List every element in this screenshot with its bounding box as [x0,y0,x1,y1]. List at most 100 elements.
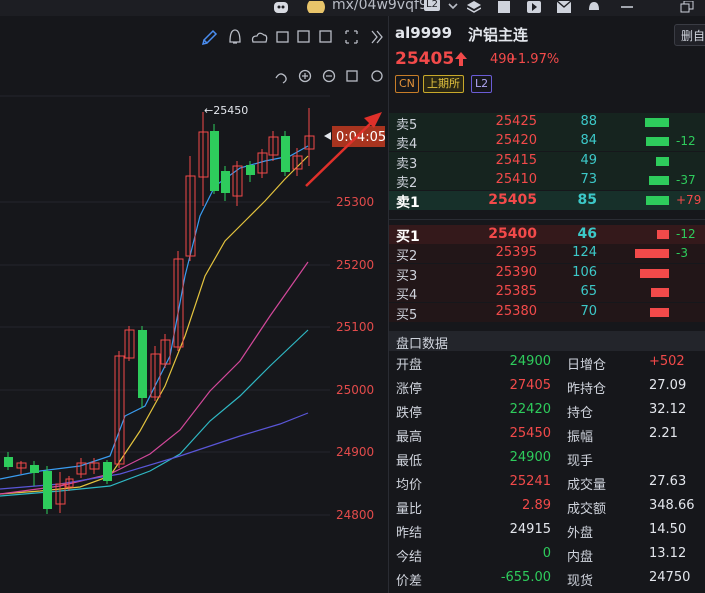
zoom-in-icon[interactable] [298,69,312,83]
level-badge: L2 [424,0,440,11]
chart-canvas[interactable]: 25300 25200 25100 25000 24900 24800 [0,16,388,593]
stat-label: 跌停 [396,406,423,421]
candle [268,136,279,156]
symbol-name: 沪铝主连 [468,26,529,44]
level-volume: 106 [572,264,597,280]
stat-item: 日增仓 +502 [567,354,705,376]
collapse-icon[interactable] [371,30,383,44]
candle [210,131,219,191]
chart-toolbar-zoom [275,69,383,84]
stat-value: 2.21 [649,426,678,441]
bid-row[interactable]: 买3 25390 106 [389,263,705,284]
level-volume: 46 [577,226,597,242]
stat-label: 昨结 [396,526,423,541]
level-volume: 70 [580,303,597,319]
camera-icon[interactable] [276,31,289,43]
level-volume-bar [650,307,669,317]
stat-label: 内盘 [567,550,594,565]
candle [232,165,243,197]
ma-line-cyan [0,329,309,497]
bell-icon[interactable] [229,29,241,44]
bid-row[interactable]: 买4 25385 65 [389,283,705,303]
orderbook-separator [389,219,705,220]
level-delta: -12 [676,134,696,149]
fullscreen-icon[interactable] [345,30,358,44]
tag-exchange: 上期所 [423,75,464,93]
price-label: 24800 [336,508,374,522]
price-label: 25100 [336,320,374,334]
candle [292,155,303,170]
minimize-icon[interactable] [620,1,634,13]
level-volume: 88 [580,114,597,129]
level-price: 25400 [488,226,537,242]
bell-icon[interactable] [587,1,601,13]
username[interactable]: mx/04w9vqf9 [332,0,428,13]
ma-line-magenta [0,261,309,495]
settings-icon[interactable] [371,70,383,82]
stat-item: 内盘 13.12 [567,546,705,568]
book-icon[interactable] [497,1,511,13]
candle [138,330,147,398]
zoom-out-icon[interactable] [322,69,336,83]
stat-label: 现手 [567,454,594,469]
robot-icon[interactable] [272,1,290,13]
countdown: 0:04:05 [336,130,386,145]
bid-row[interactable]: 买1 25400 46 -12 [389,225,705,245]
symbol-code[interactable]: al9999 [395,24,453,42]
ask-row[interactable]: 卖3 25415 49 [389,151,705,172]
level-price: 25405 [488,191,537,208]
price-label: 24900 [336,445,374,459]
stat-label: 日增仓 [567,358,607,373]
layers-icon[interactable] [467,1,481,13]
avatar[interactable] [306,1,326,13]
ask-row[interactable]: 卖2 25410 73 -37 [389,171,705,191]
chevron-down-icon[interactable] [446,1,460,13]
ask-row[interactable]: 卖4 25420 84 -12 [389,132,705,152]
delete-watch-button[interactable]: 删自 [674,24,705,46]
candle [246,165,255,175]
stat-value: 24750 [649,570,691,585]
bid-row[interactable]: 买2 25395 124 -3 [389,244,705,265]
stat-value: 348.66 [649,498,695,513]
window-icon[interactable] [346,70,358,82]
price-change-pct: +1.97% [507,52,560,67]
restore-icon[interactable] [680,1,694,13]
candle [76,462,87,475]
kline-chart[interactable]: 25300 25200 25100 25000 24900 24800 [0,16,388,593]
stat-value: 27.09 [649,378,687,393]
bid-row[interactable]: 买5 25380 70 [389,302,705,323]
tag-cn: CN [395,75,419,93]
level-label: 买5 [396,307,418,323]
stat-item: 今结 0 [396,546,551,568]
high-marker: ←25450 [204,104,248,117]
cloud-icon[interactable] [251,32,268,43]
candle [257,152,268,174]
level-volume: 65 [580,284,597,300]
stat-value: 24915 [509,522,551,537]
ask-row[interactable]: 卖1 25405 85 +79 [389,190,705,211]
grid-icon[interactable] [319,30,332,43]
ask-row[interactable]: 卖5 25425 88 [389,113,705,133]
stat-value: +502 [649,354,685,369]
stat-item: 成交量 27.63 [567,474,705,496]
stat-label: 量比 [396,502,423,517]
candle [124,329,135,359]
level-volume: 124 [572,245,597,261]
stat-item: 开盘 24900 [396,354,551,376]
mail-icon[interactable] [557,1,571,13]
candle [89,462,100,470]
pencil-icon[interactable] [201,29,218,46]
undo-icon[interactable] [275,73,287,84]
copy-icon[interactable] [297,30,310,43]
level-label: 买2 [396,249,418,265]
candle [43,471,52,509]
candle [221,171,230,193]
panel-divider[interactable] [388,16,389,593]
annotation-arrow [305,112,382,187]
stat-label: 成交额 [567,502,607,517]
section-header-quote-data[interactable]: 盘口数据 [389,331,705,352]
stat-value: 0 [542,546,551,561]
play-icon[interactable] [527,1,541,13]
stat-item: 成交额 348.66 [567,498,705,520]
candle [185,175,196,257]
